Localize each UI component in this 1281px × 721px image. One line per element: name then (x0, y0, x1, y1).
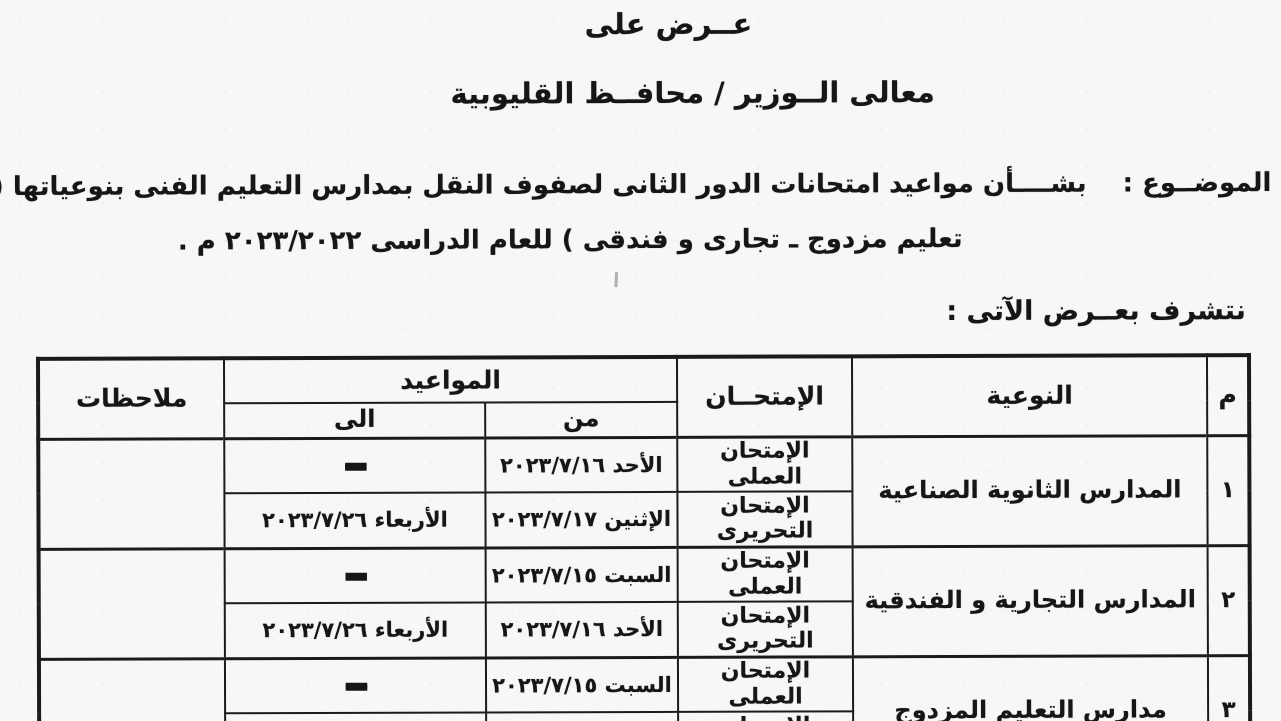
cell-date-to: — (224, 437, 486, 494)
cell-exam: الإمتحان التحريرى (677, 601, 853, 657)
addressee-line: معالى الــوزير / محافــظ القليوبية (450, 75, 935, 111)
cell-type: المدارس التجارية و الفندقية (852, 545, 1208, 657)
cell-date-to: الأربعاء ٢٠٢٣/٧/٢٦ (225, 712, 487, 721)
header-type: النوعية (851, 355, 1208, 437)
intro-line: نتشرف بعــرض الآتى : (946, 295, 1246, 328)
cell-date-from: السبت ٢٠٢٣/٧/١٥ (485, 546, 678, 603)
subject-text-line2: تعليم مزدوج ـ تجارى و فندقى ) للعام الدر… (177, 223, 963, 257)
subject-text-line1: بشــــأن مواعيد امتحانات الدور الثانى لص… (0, 168, 1087, 203)
cell-notes (38, 438, 225, 549)
cell-date-from: الإثنين ٢٠٢٣/٧/١٧ (485, 491, 678, 548)
header-to: الى (224, 402, 486, 439)
cell-exam: الإمتحان العملى (677, 546, 853, 602)
cell-index: ١ (1207, 435, 1250, 546)
cell-notes (38, 658, 226, 721)
exam-schedule-table: م النوعية الإمتحــان المواعيد ملاحظات من… (35, 353, 1253, 721)
cell-date-from: الإثنين ٢٠٢٣/٧/١٧ (486, 711, 679, 721)
header-notes: ملاحظات (37, 358, 225, 439)
table-row: ٢ المدارس التجارية و الفندقية الإمتحان الع… (38, 545, 1250, 659)
document-title: عــرض على (584, 6, 753, 42)
header-from: من (485, 401, 678, 438)
subject-label: الموضــوع : (1122, 168, 1272, 199)
header-exam: الإمتحــان (676, 356, 853, 437)
cell-date-to: — (224, 547, 486, 604)
subject-line: الموضــوع : بشــــأن مواعيد امتحانات الدو… (0, 168, 1271, 203)
cell-exam: الإمتحان العملى (677, 436, 853, 492)
table-row: ٣ مدارس التعليم المزدوج الإمتحان العملى الس… (38, 655, 1251, 721)
header-dates: المواعيد (223, 356, 678, 404)
table-row: ١ المدارس الثانوية الصناعية الإمتحان العمل… (38, 435, 1250, 549)
cell-date-to: الأربعاء ٢٠٢٣/٧/٢٦ (224, 602, 486, 659)
cell-date-from: الأحد ٢٠٢٣/٧/١٦ (485, 436, 678, 493)
cell-date-from: السبت ٢٠٢٣/٧/١٥ (485, 656, 679, 713)
cell-index: ٢ (1207, 545, 1250, 656)
scan-artifact (614, 272, 619, 288)
cell-date-to: الأربعاء ٢٠٢٣/٧/٢٦ (224, 492, 486, 549)
header-index: م (1206, 355, 1250, 436)
cell-type: مدارس التعليم المزدوج (852, 655, 1209, 721)
cell-date-from: الأحد ٢٠٢٣/٧/١٦ (485, 601, 678, 658)
cell-date-to: — (224, 657, 487, 714)
cell-exam: الإمتحان العملى (677, 656, 854, 712)
cell-exam: الإمتحان التحريرى (678, 711, 854, 721)
cell-notes (38, 548, 225, 659)
cell-exam: الإمتحان التحريرى (677, 491, 853, 547)
cell-type: المدارس الثانوية الصناعية (852, 435, 1208, 547)
cell-index: ٣ (1207, 655, 1251, 721)
